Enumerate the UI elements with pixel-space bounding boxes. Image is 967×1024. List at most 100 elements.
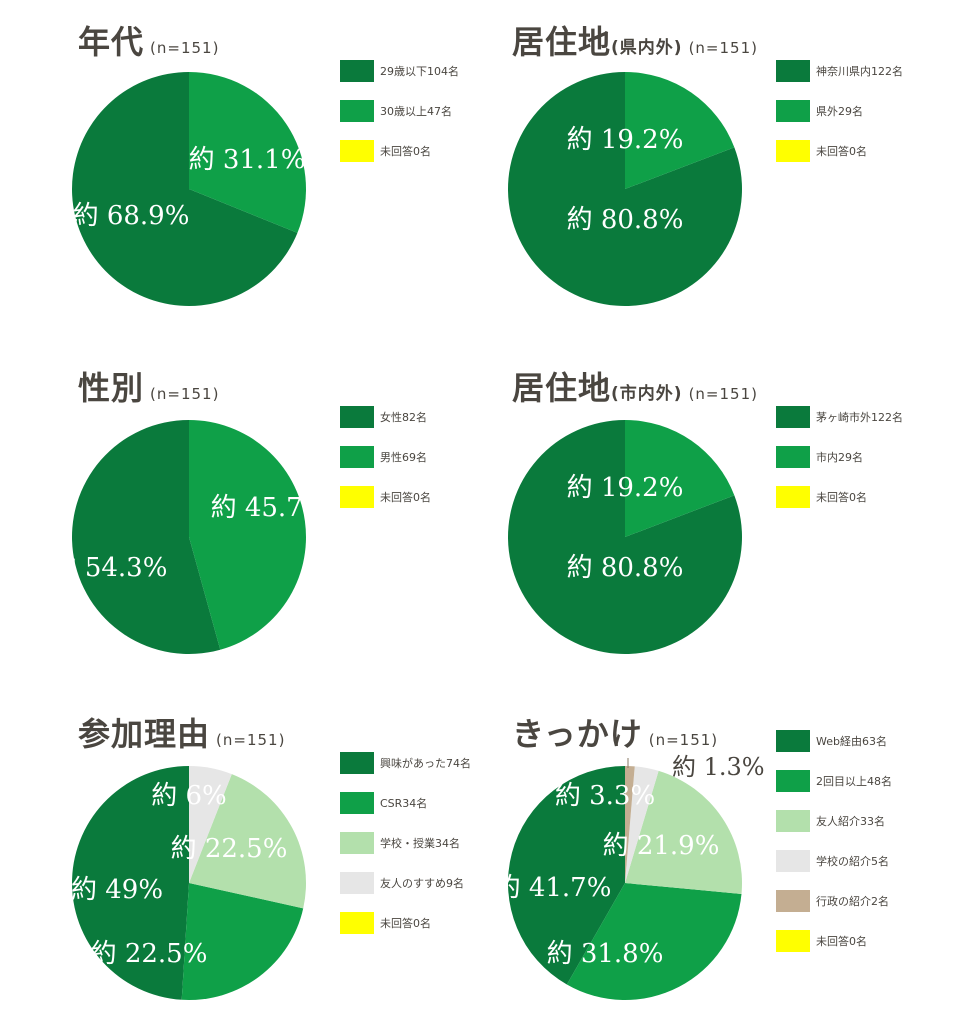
pie-chart-age: 約 68.9% 約 31.1% xyxy=(72,72,306,306)
chart-title-main: 参加理由 xyxy=(78,715,211,753)
pie-chart-residence-city: 約 80.8% 約 19.2% xyxy=(508,420,742,654)
legend-item: 未回答0名 xyxy=(776,930,967,952)
pie-slice xyxy=(508,766,625,985)
legend-item: Web経由63名 xyxy=(776,730,967,752)
chart-title: 参加理由 (n=151) xyxy=(78,714,285,760)
legend-label: 学校・授業34名 xyxy=(380,837,460,850)
legend-swatch xyxy=(776,100,810,122)
legend-item: 未回答0名 xyxy=(776,486,967,508)
legend-label: Web経由63名 xyxy=(816,735,887,748)
legend-item: 男性69名 xyxy=(340,446,540,468)
slice-percent-label: 約 22.5% xyxy=(171,834,288,864)
legend-swatch xyxy=(340,912,374,934)
pie-slice xyxy=(189,774,307,909)
legend-swatch xyxy=(776,930,810,952)
legend-label: 市内29名 xyxy=(816,451,863,464)
legend-swatch xyxy=(340,406,374,428)
legend-label: 2回目以上48名 xyxy=(816,775,892,788)
pie-slice xyxy=(625,766,635,883)
legend-label: 学校の紹介5名 xyxy=(816,855,889,868)
legend-item: 未回答0名 xyxy=(340,140,540,162)
sample-size-label: (n=151) xyxy=(216,731,286,749)
legend-item: 学校の紹介5名 xyxy=(776,850,967,872)
legend-label: 神奈川県内122名 xyxy=(816,65,903,78)
legend-item: 未回答0名 xyxy=(776,140,967,162)
legend-label: 29歳以下104名 xyxy=(380,65,459,78)
slice-percent-label: 約 68.9% xyxy=(73,201,190,231)
slice-percent-label: 約 31.8% xyxy=(547,939,664,969)
pie-slice xyxy=(71,766,189,1000)
legend-item: 2回目以上48名 xyxy=(776,770,967,792)
pie-slice xyxy=(625,72,735,189)
legend-label: 未回答0名 xyxy=(380,917,431,930)
chart-title-main: 性別 xyxy=(78,369,145,407)
legend-item: 友人紹介33名 xyxy=(776,810,967,832)
legend-label: 未回答0名 xyxy=(380,145,431,158)
legend-label: 友人のすすめ9名 xyxy=(380,877,464,890)
chart-subtitle: (県内外) xyxy=(611,38,683,58)
legend-swatch xyxy=(340,486,374,508)
legend-label: 友人紹介33名 xyxy=(816,815,885,828)
pie-slice xyxy=(625,770,742,894)
slice-percent-label: 約 19.2% xyxy=(567,125,684,155)
pie-slice xyxy=(189,72,306,233)
pie-chart-gender: 約 54.3% 約 45.7% xyxy=(51,420,327,654)
chart-title: 居住地(県内外) (n=151) xyxy=(512,22,758,68)
legend-swatch xyxy=(340,792,374,814)
legend-item: 学校・授業34名 xyxy=(340,832,540,854)
legend-swatch xyxy=(776,446,810,468)
sample-size-label: (n=151) xyxy=(688,385,758,403)
legend-swatch xyxy=(340,446,374,468)
legend-label: 県外29名 xyxy=(816,105,863,118)
legend-swatch xyxy=(340,752,374,774)
legend-item: 神奈川県内122名 xyxy=(776,60,967,82)
legend-item: 29歳以下104名 xyxy=(340,60,540,82)
slice-percent-label: 約 3.3% xyxy=(555,781,655,811)
slice-percent-label: 約 22.5% xyxy=(91,939,208,969)
legend-label: 男性69名 xyxy=(380,451,427,464)
chart-subtitle: (市内外) xyxy=(611,384,683,404)
legend-swatch xyxy=(340,100,374,122)
sample-size-label: (n=151) xyxy=(648,731,719,749)
chart-title-main: 居住地 xyxy=(512,369,612,407)
legend-swatch xyxy=(340,832,374,854)
legend-item: 茅ヶ崎市外122名 xyxy=(776,406,967,428)
chart-title-main: きっかけ xyxy=(512,715,643,753)
slice-percent-label: 約 41.7% xyxy=(495,873,612,903)
legend-swatch xyxy=(340,140,374,162)
legend-label: 30歳以上47名 xyxy=(380,105,452,118)
pie-slice xyxy=(508,72,742,306)
slice-percent-label: 約 54.3% xyxy=(51,553,168,583)
legend-label: 行政の紹介2名 xyxy=(816,895,889,908)
legend-item: 友人のすすめ9名 xyxy=(340,872,540,894)
slice-percent-label: 約 31.1% xyxy=(189,145,306,175)
legend-swatch xyxy=(340,60,374,82)
pie-slice xyxy=(189,766,232,883)
pie-slice xyxy=(508,420,742,654)
legend-swatch xyxy=(776,730,810,752)
legend-item: CSR34名 xyxy=(340,792,540,814)
slice-percent-label: 約 80.8% xyxy=(567,205,684,235)
legend-item: 市内29名 xyxy=(776,446,967,468)
legend-swatch xyxy=(776,770,810,792)
legend-swatch xyxy=(340,872,374,894)
legend-label: 未回答0名 xyxy=(816,491,867,504)
sample-size-label: (n=151) xyxy=(150,39,220,57)
legend-swatch xyxy=(776,850,810,872)
pie-chart-residence-prefecture: 約 80.8% 約 19.2% xyxy=(508,72,742,306)
legend-swatch xyxy=(776,486,810,508)
callout-label: 約 1.3% xyxy=(672,753,765,781)
pie-slice xyxy=(72,72,298,306)
legend-label: 未回答0名 xyxy=(380,491,431,504)
legend-swatch xyxy=(776,60,810,82)
legend-item: 女性82名 xyxy=(340,406,540,428)
legend-swatch xyxy=(776,810,810,832)
legend-label: 未回答0名 xyxy=(816,935,867,948)
legend-swatch xyxy=(776,140,810,162)
legend-label: 茅ヶ崎市外122名 xyxy=(816,411,903,424)
chart-title: 年代 (n=151) xyxy=(78,22,219,68)
slice-percent-label: 約 21.9% xyxy=(603,831,720,861)
legend-item: 興味があった74名 xyxy=(340,752,540,774)
chart-title-main: 年代 xyxy=(78,23,145,61)
pie-slice xyxy=(625,766,659,883)
